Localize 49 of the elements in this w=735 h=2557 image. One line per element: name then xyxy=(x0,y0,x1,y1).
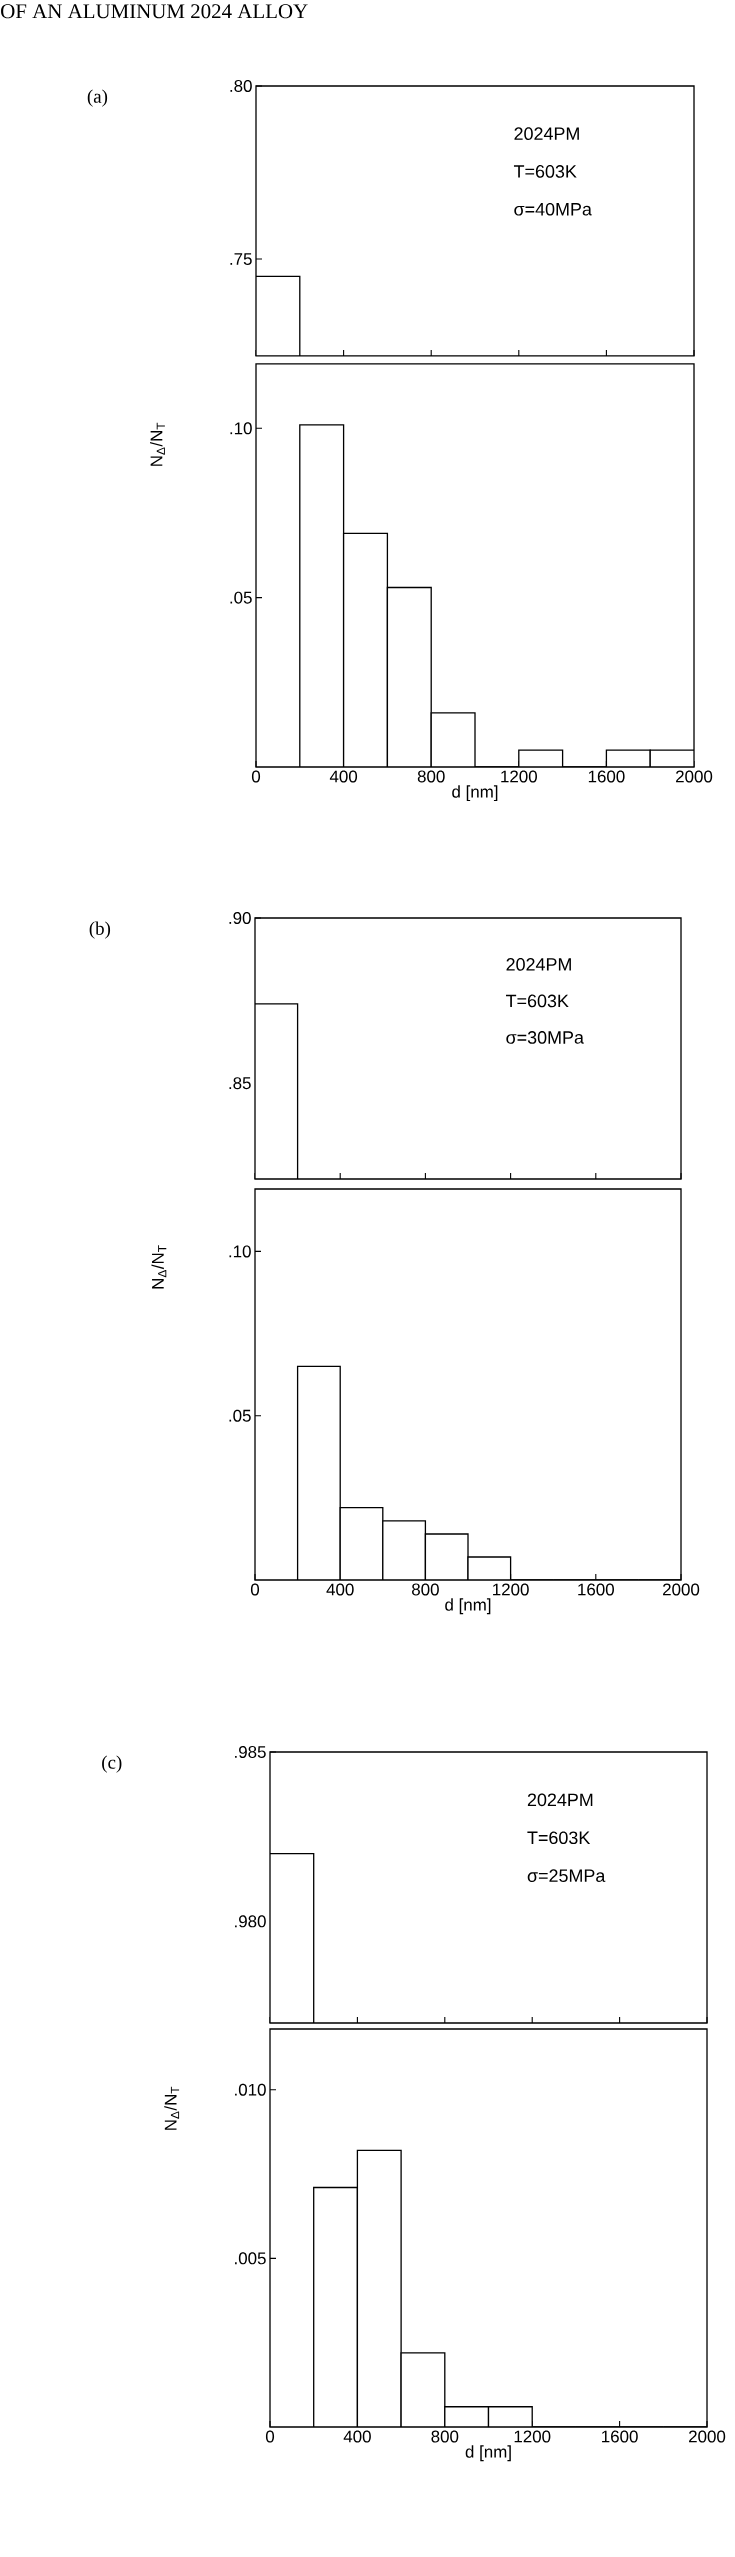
x-tick-label: 400 xyxy=(329,770,358,783)
y-tick-label: .85 xyxy=(229,1077,251,1090)
x-tick-label: 1600 xyxy=(602,2430,638,2443)
y-tick-label: .90 xyxy=(229,911,251,924)
annotation: T=603K xyxy=(506,994,569,1008)
x-axis-title: d [nm] xyxy=(465,2445,511,2462)
x-tick-label: 800 xyxy=(431,2430,459,2443)
x-tick-label: 1200 xyxy=(501,770,537,783)
y-tick-label: .010 xyxy=(235,2083,266,2096)
x-tick-label: 2000 xyxy=(689,2430,726,2443)
chart-title: OF AN ALUMINUM 2024 ALLOY xyxy=(1,4,308,19)
y-tick-label: .05 xyxy=(229,1409,251,1422)
x-tick-label: 2000 xyxy=(676,770,713,783)
y-axis-title: N$_{Δ}$/N$_{T}$ xyxy=(150,422,165,466)
annotation: σ=40MPa xyxy=(514,202,592,216)
x-tick-label: 800 xyxy=(417,770,445,783)
y-tick-label: .75 xyxy=(230,253,252,265)
text: (c) xyxy=(102,1755,122,1773)
annotation: T=603K xyxy=(527,1831,591,1845)
y-tick-label: .985 xyxy=(235,1746,266,1758)
y-tick-label: .980 xyxy=(235,1915,266,1928)
y-axis-title: N$_{Δ}$/N$_{T}$ xyxy=(151,1245,167,1289)
x-tick-label: 0 xyxy=(250,1583,260,1596)
x-axis-title: d [nm] xyxy=(452,785,498,802)
annotation: T=603K xyxy=(513,165,577,178)
text: (a) xyxy=(87,89,108,107)
x-tick-label: 1200 xyxy=(514,2430,551,2443)
x-tick-label: 800 xyxy=(412,1583,439,1596)
x-tick-label: 0 xyxy=(251,770,261,783)
y-tick-label: .05 xyxy=(230,591,252,604)
x-tick-label: 1600 xyxy=(588,770,625,783)
annotation: 2024PM xyxy=(506,958,571,971)
y-axis-title: N$_{Δ}$/N$_{T}$ xyxy=(164,2086,180,2130)
y-tick-label: .80 xyxy=(230,79,252,92)
x-tick-label: 1200 xyxy=(493,1583,529,1596)
y-tick-label: .005 xyxy=(235,2252,266,2265)
y-tick-label: .10 xyxy=(229,1245,251,1258)
annotation: 2024PM xyxy=(514,127,579,140)
x-tick-label: 1600 xyxy=(578,1583,614,1596)
annotation: 2024PM xyxy=(527,1793,593,1807)
x-axis-title: d [nm] xyxy=(445,1598,491,1615)
x-tick-label: 0 xyxy=(265,2430,275,2443)
x-tick-label: 400 xyxy=(343,2430,371,2443)
x-tick-label: 400 xyxy=(326,1583,354,1596)
text: (b) xyxy=(89,921,111,939)
annotation: σ=30MPa xyxy=(506,1031,584,1044)
x-tick-label: 2000 xyxy=(663,1583,700,1596)
y-tick-label: .10 xyxy=(230,422,252,435)
annotation: σ=25MPa xyxy=(527,1869,606,1883)
